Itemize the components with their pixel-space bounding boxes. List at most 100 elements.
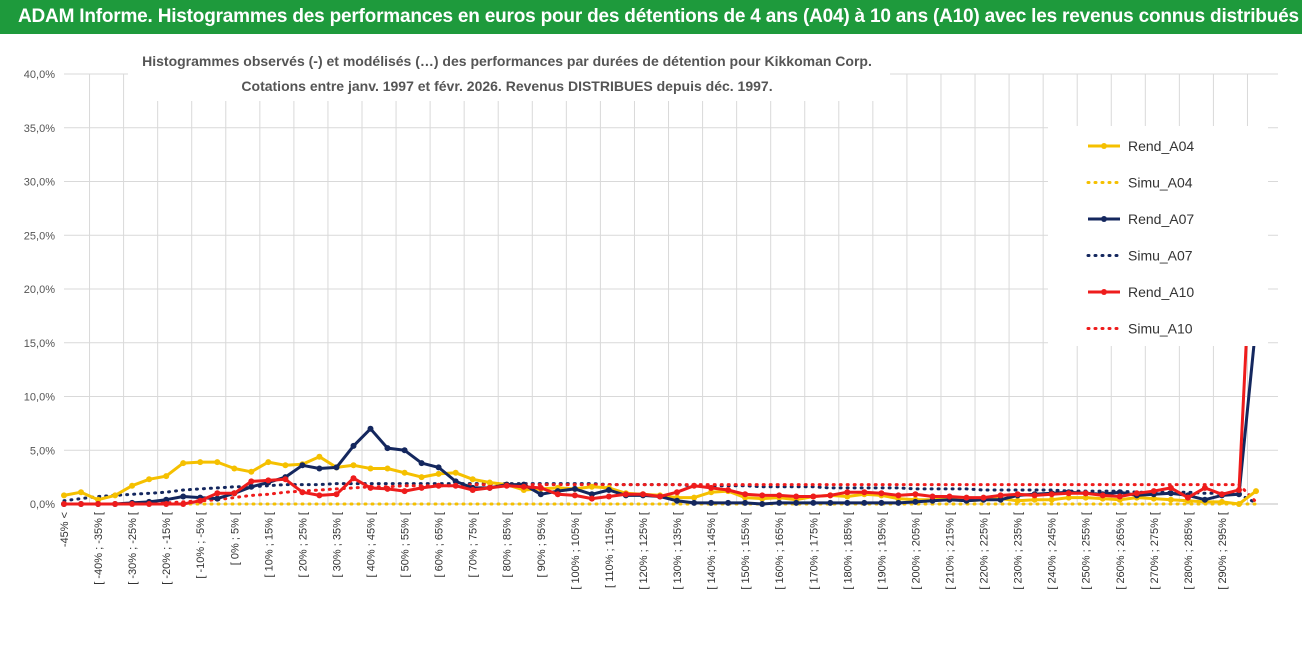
x-tick-label: -45% < <box>59 512 71 547</box>
series-point-rend_a10 <box>401 488 408 495</box>
series-point-rend_a10 <box>554 491 561 498</box>
x-tick-label: [ 270% ; 275% [ <box>1149 512 1161 590</box>
series-point-rend_a04 <box>384 465 391 472</box>
series-point-rend_a04 <box>418 474 425 481</box>
series-point-rend_a10 <box>333 491 340 498</box>
series-point-rend_a10 <box>878 490 885 497</box>
x-tick-label: [ 80% ; 85% [ <box>502 512 514 577</box>
series-point-rend_a10 <box>725 487 732 493</box>
x-tick-label: [ -10% ; -5% [ <box>195 512 207 579</box>
x-tick-label: [ 260% ; 265% [ <box>1115 512 1127 590</box>
series-point-rend_a04 <box>1014 497 1021 504</box>
series-point-rend_a07 <box>776 499 783 506</box>
series-point-rend_a10 <box>759 492 766 499</box>
x-tick-label: [ 60% ; 65% [ <box>434 512 446 577</box>
x-tick-label: [ 90% ; 95% [ <box>536 512 548 577</box>
chart-title-box <box>128 43 890 101</box>
x-tick-label: [ 110% ; 115% [ <box>604 512 616 588</box>
x-tick-label: [ 70% ; 75% [ <box>468 512 480 577</box>
series-point-rend_a10 <box>1236 487 1242 493</box>
x-tick-label: [ 240% ; 245% [ <box>1047 512 1059 590</box>
series-point-rend_a10 <box>248 478 255 485</box>
series-point-rend_a07 <box>691 499 698 506</box>
series-point-rend_a10 <box>895 492 902 499</box>
series-point-rend_a10 <box>520 483 527 490</box>
chart-svg: 0,0% 5,0% 10,0% 15,0% 20,0% 25,0% 30,0% 35,0% 40… <box>0 34 1302 647</box>
series-point-rend_a10 <box>946 493 953 500</box>
legend-marker-rend_a04 <box>1101 143 1107 149</box>
legend-marker-rend_a07 <box>1101 216 1107 222</box>
series-point-rend_a07 <box>571 485 578 492</box>
series-point-rend_a10 <box>418 484 425 491</box>
series-point-rend_a10 <box>95 501 102 507</box>
x-tick-label: [ 230% ; 235% [ <box>1013 512 1025 590</box>
y-tick-label: 0,0% <box>30 499 55 511</box>
x-tick-label: [ 50% ; 55% [ <box>400 512 412 577</box>
series-point-rend_a10 <box>640 491 646 498</box>
series-point-rend_a07 <box>1201 496 1208 503</box>
series-point-rend_a04 <box>214 459 221 466</box>
series-point-rend_a07 <box>163 496 170 503</box>
series-point-rend_a10 <box>793 493 800 500</box>
series-point-rend_a07 <box>742 499 749 506</box>
series-point-rend_a10 <box>61 501 67 507</box>
series-point-rend_a04 <box>1048 496 1055 503</box>
series-point-rend_a07 <box>674 497 680 504</box>
x-tick-label: [ -20% ; -15% [ <box>161 512 173 585</box>
series-point-rend_a10 <box>708 484 715 491</box>
series-point-rend_a10 <box>742 491 749 498</box>
series-point-rend_a04 <box>163 473 170 480</box>
series-point-rend_a07 <box>350 442 357 449</box>
series-point-rend_a10 <box>469 487 476 493</box>
series-point-rend_a04 <box>180 460 187 467</box>
series-point-rend_a07 <box>708 499 715 506</box>
series-point-rend_a04 <box>1082 494 1089 501</box>
x-axis: -45% < [ -40% ; -35% [[ -30% ; -25% [[ -2… <box>59 503 1278 590</box>
series-point-rend_a10 <box>1031 492 1038 499</box>
series-point-rend_a07 <box>1116 489 1123 496</box>
series-point-rend_a04 <box>1167 496 1174 503</box>
series-point-rend_a04 <box>588 483 595 490</box>
series-point-rend_a07 <box>248 483 255 490</box>
series-point-rend_a04 <box>435 470 442 477</box>
series-point-rend_a10 <box>912 491 919 498</box>
series-point-rend_a10 <box>350 475 357 482</box>
x-tick-label: [ 10% ; 15% [ <box>263 512 275 577</box>
series-point-rend_a04 <box>316 453 323 460</box>
x-tick-label: [ 200% ; 205% [ <box>910 512 922 590</box>
series-point-rend_a04 <box>1150 495 1157 502</box>
series-point-rend_a04 <box>469 476 476 483</box>
series-point-rend_a04 <box>1253 488 1259 495</box>
series-point-rend_a10 <box>197 497 204 504</box>
series-point-rend_a10 <box>997 492 1004 499</box>
series-point-rend_a10 <box>214 490 221 497</box>
series-point-rend_a04 <box>265 459 272 466</box>
series-point-rend_a10 <box>980 494 987 501</box>
series-point-rend_a07 <box>895 499 902 506</box>
series-point-rend_a10 <box>503 482 510 489</box>
series-point-rend_a10 <box>776 492 783 499</box>
x-tick-label: [ 30% ; 35% [ <box>331 512 343 577</box>
series-point-rend_a04 <box>1218 498 1225 505</box>
x-tick-label: [ 250% ; 255% [ <box>1081 512 1093 590</box>
series-point-rend_a10 <box>1082 490 1089 497</box>
series-point-rend_a04 <box>146 476 153 483</box>
series-point-rend_a10 <box>929 493 936 500</box>
x-tick-label: [ 0% ; 5% [ <box>229 512 241 565</box>
series-point-rend_a07 <box>861 499 868 506</box>
series-point-rend_a07 <box>997 496 1004 503</box>
series-point-rend_a10 <box>1116 493 1123 500</box>
series-point-rend_a10 <box>963 494 970 501</box>
x-tick-label: [ -30% ; -25% [ <box>127 512 139 585</box>
y-tick-label: 25,0% <box>24 230 55 242</box>
legend-label-rend_a04: Rend_A04 <box>1128 138 1194 154</box>
series-point-rend_a10 <box>1150 488 1157 495</box>
series-point-rend_a07 <box>605 487 612 493</box>
series-point-rend_a04 <box>708 489 715 496</box>
series-point-rend_a10 <box>674 489 680 496</box>
legend-label-rend_a10: Rend_A10 <box>1128 284 1194 300</box>
series-point-rend_a07 <box>299 462 306 469</box>
series-point-rend_a10 <box>316 492 323 499</box>
x-tick-label: [ 130% ; 135% [ <box>672 512 684 590</box>
series-point-rend_a10 <box>78 501 84 507</box>
